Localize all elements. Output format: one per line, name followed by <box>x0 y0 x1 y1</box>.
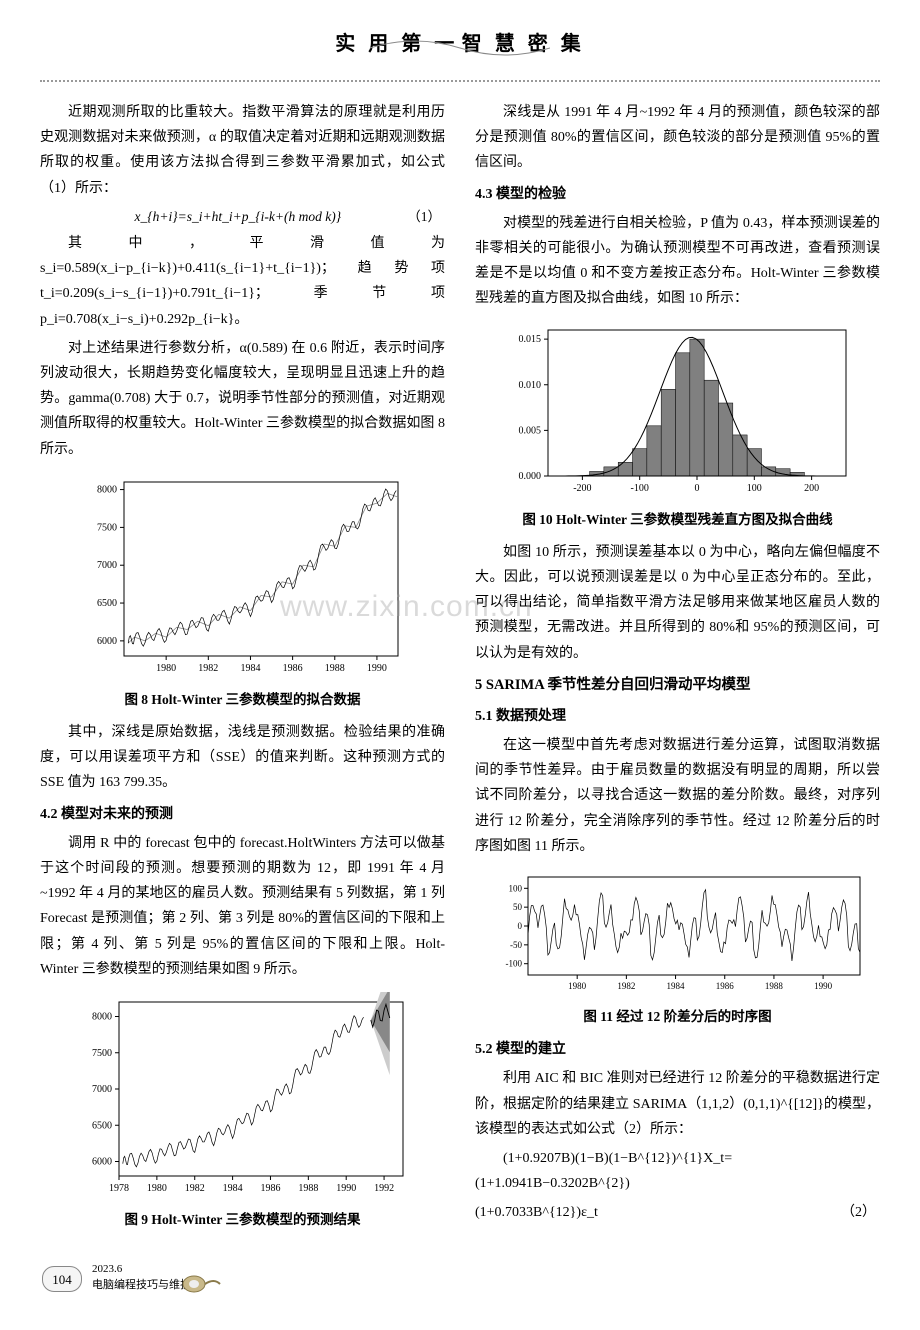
header-divider <box>40 80 880 82</box>
svg-text:-100: -100 <box>505 959 522 969</box>
para: 其中，深线是原始数据，浅线是预测数据。检验结果的准确度，可以用误差项平方和（SS… <box>40 720 445 796</box>
svg-text:0.015: 0.015 <box>518 334 541 345</box>
svg-text:6500: 6500 <box>97 598 117 609</box>
section-5-title: 5 SARIMA 季节性差分自回归滑动平均模型 <box>475 672 880 698</box>
svg-text:1986: 1986 <box>282 663 302 674</box>
page-header: 实 用 第 一 智 慧 密 集 <box>40 20 880 70</box>
svg-text:1980: 1980 <box>156 663 176 674</box>
formula-number: （1） <box>407 205 441 229</box>
formula-2-line2: (1+0.7033B^{12})ε_t （2） <box>475 1200 880 1225</box>
header-title-left: 实 用 第 一 <box>335 26 458 62</box>
page-footer: 104 2023.6 电脑编程技巧与维护 <box>40 1260 880 1310</box>
svg-text:1988: 1988 <box>764 981 783 991</box>
figure-9: 6000 6500 7000 7500 8000 1978 1980 1982 1984 1986… <box>40 992 445 1202</box>
svg-text:7000: 7000 <box>97 560 117 571</box>
svg-text:6500: 6500 <box>92 1120 112 1131</box>
para: 对上述结果进行参数分析，α(0.589) 在 0.6 附近，表示时间序列波动很大… <box>40 336 445 462</box>
svg-text:1990: 1990 <box>336 1183 356 1194</box>
formula-1: x_{h+i}=s_i+ht_i+p_{i-k+(h mod k)} （1） <box>40 205 445 229</box>
figure-9-chart: 6000 6500 7000 7500 8000 1978 1980 1982 1984 1986… <box>73 992 413 1202</box>
para: 对模型的残差进行自相关检验，P 值为 0.43，样本预测误差的非零相关的可能很小… <box>475 211 880 312</box>
svg-text:0.010: 0.010 <box>518 379 541 390</box>
figure-8-caption: 图 8 Holt-Winter 三参数模型的拟合数据 <box>40 688 445 712</box>
svg-text:6000: 6000 <box>97 636 117 647</box>
svg-text:1992: 1992 <box>374 1183 394 1194</box>
svg-text:-50: -50 <box>510 940 522 950</box>
page-number: 104 <box>42 1266 82 1292</box>
svg-text:1984: 1984 <box>222 1183 242 1194</box>
section-4-3-title: 4.3 模型的检验 <box>475 182 880 207</box>
svg-text:6000: 6000 <box>92 1156 112 1167</box>
svg-text:-100: -100 <box>630 483 648 494</box>
svg-text:1982: 1982 <box>184 1183 204 1194</box>
para: 利用 AIC 和 BIC 准则对已经进行 12 阶差分的平稳数据进行定阶，根据定… <box>475 1066 880 1142</box>
figure-10-chart: 0.000 0.005 0.010 0.015 -200 -100 0 100 200 <box>498 322 858 502</box>
formula-2-body: (1+0.7033B^{12})ε_t <box>475 1205 598 1220</box>
svg-text:8000: 8000 <box>92 1011 112 1022</box>
svg-text:-200: -200 <box>573 483 591 494</box>
para: 深线是从 1991 年 4 月~1992 年 4 月的预测值，颜色较深的部分是预… <box>475 100 880 176</box>
svg-text:1990: 1990 <box>366 663 386 674</box>
svg-text:0.000: 0.000 <box>518 471 541 482</box>
mouse-icon <box>180 1270 222 1294</box>
para: 如图 10 所示，预测误差基本以 0 为中心，略向左偏但幅度不大。因此，可以说预… <box>475 540 880 666</box>
svg-text:200: 200 <box>804 483 819 494</box>
svg-text:7500: 7500 <box>92 1048 112 1059</box>
section-4-2-title: 4.2 模型对未来的预测 <box>40 802 445 827</box>
svg-text:0: 0 <box>694 483 699 494</box>
svg-text:7500: 7500 <box>97 522 117 533</box>
svg-text:1980: 1980 <box>146 1183 166 1194</box>
section-5-1-title: 5.1 数据预处理 <box>475 704 880 729</box>
svg-text:50: 50 <box>513 902 523 912</box>
para: 调用 R 中的 forecast 包中的 forecast.HoltWinter… <box>40 831 445 982</box>
formula-body: x_{h+i}=s_i+ht_i+p_{i-k+(h mod k)} <box>135 209 342 224</box>
svg-text:1982: 1982 <box>198 663 218 674</box>
figure-11-chart: -100 -50 0 50 100 1980 1982 1984 1986 1988 1990 <box>488 869 868 999</box>
svg-text:0: 0 <box>517 921 522 931</box>
footer-magazine: 电脑编程技巧与维护 <box>92 1278 191 1293</box>
figure-8: 6000 6500 7000 7500 8000 1980 1982 1984 1986 1988… <box>40 472 445 682</box>
svg-text:100: 100 <box>508 883 522 893</box>
svg-text:1980: 1980 <box>568 981 587 991</box>
footer-date: 2023.6 <box>92 1262 191 1277</box>
svg-text:1990: 1990 <box>814 981 833 991</box>
svg-text:1988: 1988 <box>298 1183 318 1194</box>
svg-text:100: 100 <box>746 483 761 494</box>
header-title-right: 智 慧 密 集 <box>462 26 585 62</box>
footer-text: 2023.6 电脑编程技巧与维护 <box>92 1262 191 1293</box>
figure-10: 0.000 0.005 0.010 0.015 -200 -100 0 100 200 <box>475 322 880 502</box>
para: 其中，平滑值为 s_i=0.589(x_i−p_{i−k})+0.411(s_{… <box>40 231 445 332</box>
svg-text:8000: 8000 <box>97 484 117 495</box>
formula-2-line1: (1+0.9207B)(1−B)(1−B^{12})^{1}X_t=(1+1.0… <box>475 1146 880 1196</box>
svg-text:1978: 1978 <box>109 1183 129 1194</box>
svg-text:1986: 1986 <box>715 981 734 991</box>
right-column: 深线是从 1991 年 4 月~1992 年 4 月的预测值，颜色较深的部分是预… <box>475 100 880 1240</box>
svg-text:1982: 1982 <box>617 981 635 991</box>
svg-text:1984: 1984 <box>240 663 260 674</box>
figure-8-chart: 6000 6500 7000 7500 8000 1980 1982 1984 1986 1988… <box>78 472 408 682</box>
svg-text:1988: 1988 <box>324 663 344 674</box>
para: 在这一模型中首先考虑对数据进行差分运算，试图取消数据间的季节性差异。由于雇员数量… <box>475 733 880 859</box>
para: 近期观测所取的比重较大。指数平滑算法的原理就是利用历史观测数据对未来做预测，α … <box>40 100 445 201</box>
figure-9-caption: 图 9 Holt-Winter 三参数模型的预测结果 <box>40 1208 445 1232</box>
svg-text:1986: 1986 <box>260 1183 280 1194</box>
section-5-2-title: 5.2 模型的建立 <box>475 1037 880 1062</box>
formula-2-number: （2） <box>841 1200 876 1225</box>
svg-text:1984: 1984 <box>666 981 685 991</box>
svg-text:0.005: 0.005 <box>518 425 541 436</box>
left-column: 近期观测所取的比重较大。指数平滑算法的原理就是利用历史观测数据对未来做预测，α … <box>40 100 445 1240</box>
figure-11: -100 -50 0 50 100 1980 1982 1984 1986 1988 1990 <box>475 869 880 999</box>
svg-text:7000: 7000 <box>92 1084 112 1095</box>
figure-10-caption: 图 10 Holt-Winter 三参数模型残差直方图及拟合曲线 <box>475 508 880 532</box>
figure-11-caption: 图 11 经过 12 阶差分后的时序图 <box>475 1005 880 1029</box>
